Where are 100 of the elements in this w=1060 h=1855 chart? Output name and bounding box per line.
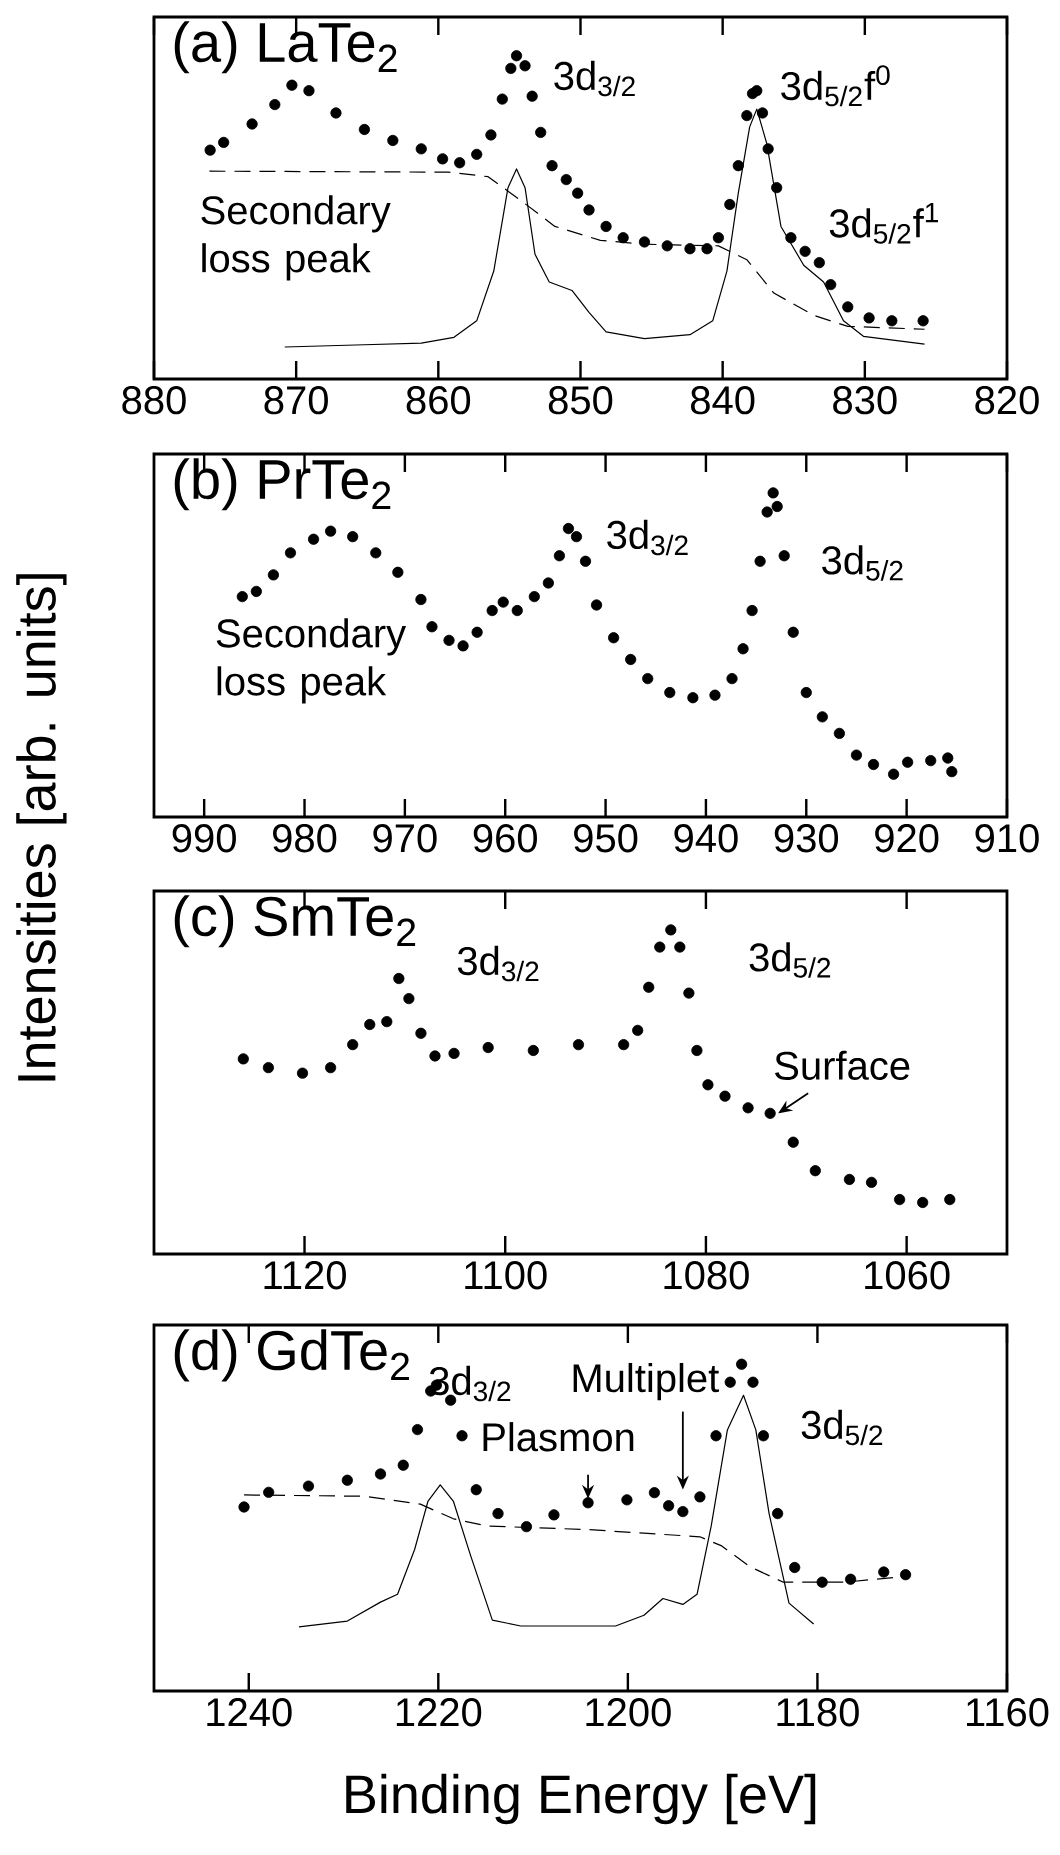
point <box>642 673 654 685</box>
point <box>250 585 262 598</box>
point <box>303 85 315 97</box>
x-tick-label: 1240 <box>207 1698 292 1727</box>
point <box>218 136 230 148</box>
point <box>674 941 686 953</box>
point <box>528 591 540 603</box>
point <box>737 643 749 655</box>
x-tick-label: 1100 <box>465 1261 547 1290</box>
point <box>732 160 744 172</box>
point <box>364 1018 376 1031</box>
x-tick-label: 1220 <box>396 1698 482 1727</box>
x-tick-label: 880 <box>122 386 186 415</box>
point <box>269 98 281 111</box>
x-tick-label: 830 <box>833 386 897 415</box>
point <box>863 312 875 324</box>
annotation: 3d$_{3/2}$ <box>554 60 635 97</box>
x-tick-label: 1160 <box>967 1698 1049 1727</box>
point <box>710 1430 722 1442</box>
point <box>236 591 248 603</box>
x-tick-label: 840 <box>691 386 755 415</box>
point <box>787 1136 799 1148</box>
point <box>809 1165 821 1177</box>
point <box>546 160 558 172</box>
point <box>691 1044 703 1057</box>
point <box>778 550 790 562</box>
point <box>330 107 342 119</box>
point <box>325 525 337 537</box>
point <box>454 157 466 169</box>
point <box>664 686 676 699</box>
point <box>590 599 603 611</box>
point <box>496 93 508 105</box>
point <box>925 755 937 767</box>
point <box>684 243 696 255</box>
point <box>347 1039 359 1051</box>
point <box>899 1569 912 1581</box>
point <box>842 301 854 313</box>
point <box>789 1561 801 1574</box>
point <box>709 689 721 701</box>
point <box>747 1376 759 1388</box>
point <box>302 1480 315 1492</box>
point <box>325 1062 337 1074</box>
x-tick-label: 950 <box>574 824 638 853</box>
point <box>572 187 584 199</box>
point <box>238 1501 250 1513</box>
point <box>621 1494 633 1506</box>
chart-title: (b) PrTe$_{2}$ <box>174 458 391 511</box>
point <box>542 577 554 589</box>
point <box>813 257 825 269</box>
point <box>519 60 531 72</box>
point <box>724 1376 736 1388</box>
point <box>944 1193 956 1206</box>
point <box>946 766 958 778</box>
point <box>471 626 483 638</box>
point <box>746 604 758 617</box>
x-tick-label: 910 <box>975 824 1039 853</box>
x-tick-label: 970 <box>373 824 437 853</box>
point <box>246 118 258 130</box>
point <box>535 126 547 138</box>
point <box>237 1053 249 1065</box>
point <box>785 232 797 244</box>
point <box>719 1090 731 1102</box>
point <box>865 1176 878 1188</box>
x-tick-label: 1180 <box>777 1698 859 1727</box>
point <box>497 596 509 608</box>
point <box>825 279 837 291</box>
point <box>917 315 929 327</box>
point <box>397 1459 409 1471</box>
point <box>485 129 497 141</box>
point <box>617 232 629 244</box>
annotation: 3d$_{5/2}$ <box>822 545 903 581</box>
point <box>443 634 455 646</box>
point <box>527 1044 539 1057</box>
point <box>756 107 769 119</box>
point <box>341 1474 353 1486</box>
point <box>665 924 677 936</box>
point <box>771 182 783 194</box>
point <box>726 673 738 685</box>
point <box>600 220 612 233</box>
point <box>742 1102 754 1114</box>
point <box>436 153 449 165</box>
point <box>296 1067 309 1079</box>
point <box>648 1487 661 1499</box>
annotation: 3d$_{5/2}$ <box>749 942 831 978</box>
point <box>560 173 572 186</box>
point <box>492 1507 504 1520</box>
point <box>370 547 382 559</box>
x-tick-label: 1080 <box>664 1261 749 1290</box>
point <box>787 626 799 638</box>
annotation: Multiplet <box>573 1362 719 1401</box>
annotation: 3d$_{3/2}$ <box>607 519 688 556</box>
x-tick-label: 850 <box>548 386 613 415</box>
x-tick-label: 930 <box>774 824 839 853</box>
point <box>850 749 863 761</box>
point <box>411 1423 424 1436</box>
point <box>572 1039 585 1051</box>
point <box>548 1509 560 1521</box>
point <box>867 758 880 771</box>
point <box>262 1062 274 1074</box>
point <box>772 1507 784 1520</box>
